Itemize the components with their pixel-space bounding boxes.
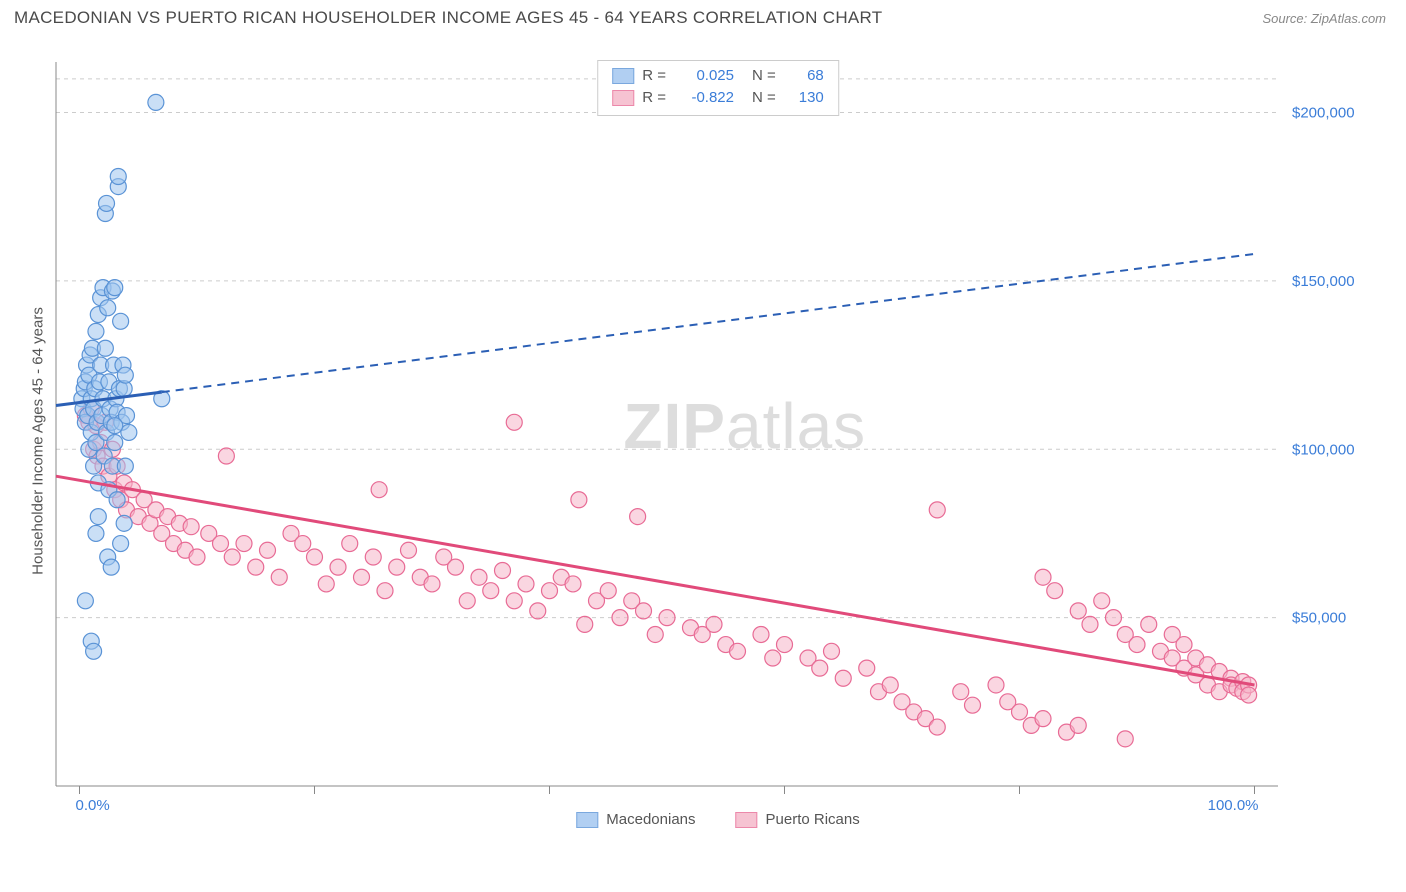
y-axis-label: Householder Income Ages 45 - 64 years (30, 307, 47, 575)
svg-text:100.0%: 100.0% (1208, 797, 1259, 814)
legend-n-label-1: N = (752, 65, 776, 87)
legend-r-label-1: R = (642, 65, 666, 87)
legend-item-macedonians: Macedonians (576, 811, 695, 828)
legend-label-macedonians: Macedonians (606, 811, 695, 828)
legend-n-value-1: 68 (788, 65, 824, 87)
scatter-plot: $50,000 $100,000 $150,000 $200,000 0.0% 100.0… (48, 56, 1388, 826)
legend-swatch-puertoricans (612, 90, 634, 106)
legend-swatch-puertoricans-bottom (736, 812, 758, 828)
legend-row-1: R = 0.025 N = 68 (612, 65, 824, 87)
legend-n-value-2: 130 (788, 87, 824, 109)
legend-item-puertoricans: Puerto Ricans (736, 811, 860, 828)
svg-text:$150,000: $150,000 (1292, 273, 1355, 290)
legend-swatch-macedonians-bottom (576, 812, 598, 828)
chart-area: Householder Income Ages 45 - 64 years R … (48, 56, 1388, 826)
chart-title: MACEDONIAN VS PUERTO RICAN HOUSEHOLDER I… (14, 8, 883, 28)
svg-text:$100,000: $100,000 (1292, 441, 1355, 458)
correlation-legend: R = 0.025 N = 68 R = -0.822 N = 130 (597, 60, 839, 116)
legend-r-value-2: -0.822 (678, 87, 734, 109)
svg-text:$50,000: $50,000 (1292, 610, 1346, 627)
source-attribution: Source: ZipAtlas.com (1262, 11, 1386, 26)
legend-n-label-2: N = (752, 87, 776, 109)
series-legend: Macedonians Puerto Ricans (576, 811, 859, 828)
legend-swatch-macedonians (612, 68, 634, 84)
svg-text:0.0%: 0.0% (76, 797, 110, 814)
legend-label-puertoricans: Puerto Ricans (766, 811, 860, 828)
legend-r-label-2: R = (642, 87, 666, 109)
svg-text:$200,000: $200,000 (1292, 105, 1355, 122)
legend-r-value-1: 0.025 (678, 65, 734, 87)
legend-row-2: R = -0.822 N = 130 (612, 87, 824, 109)
